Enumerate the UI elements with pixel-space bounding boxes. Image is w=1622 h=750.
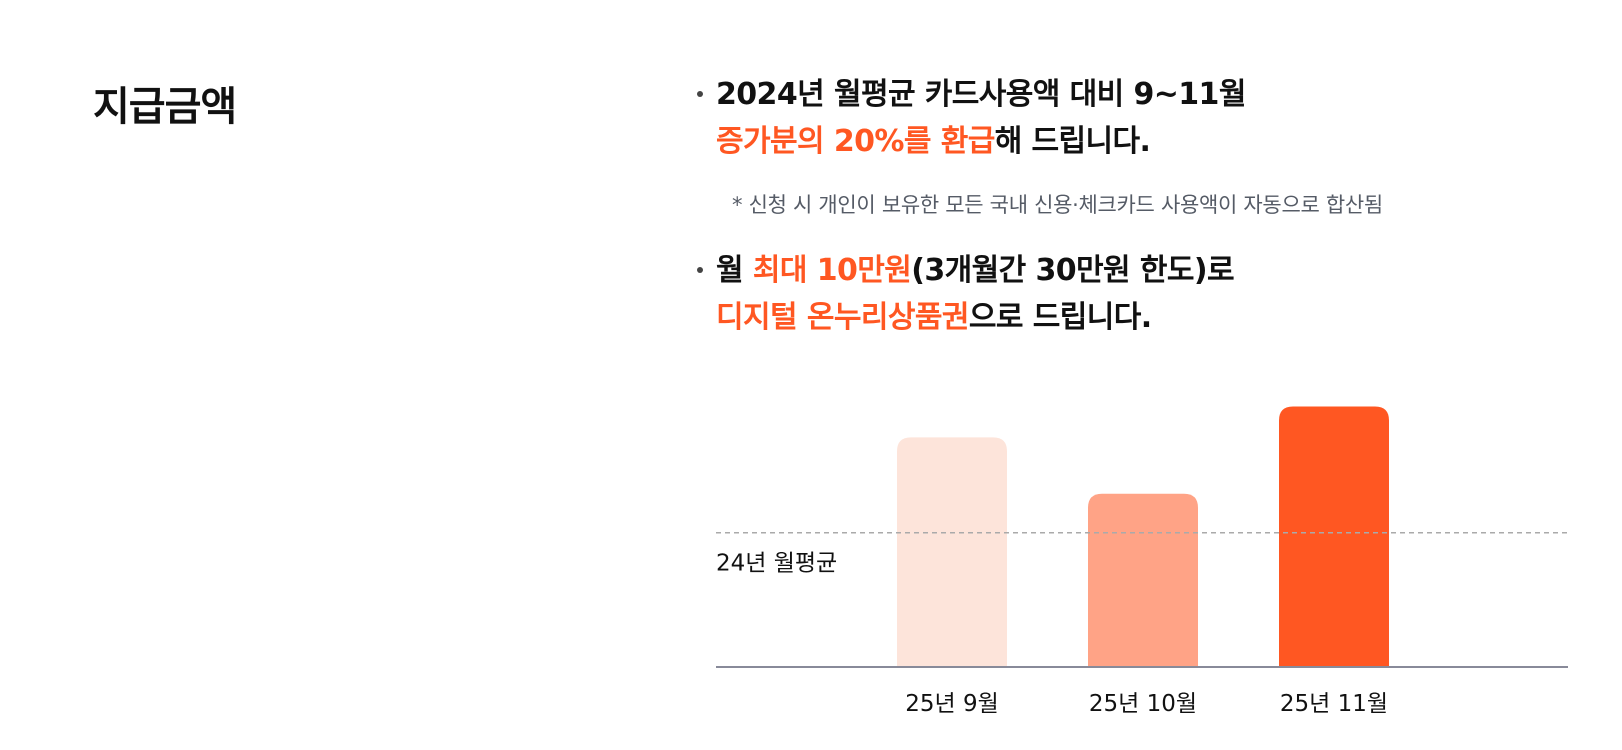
bullet2-accent2: 디지털 온누리상품권	[716, 300, 969, 335]
bullet2-rest2: 으로 드립니다.	[968, 300, 1152, 335]
bars-group	[897, 406, 1389, 667]
bullet2-rest1: (3개월간 30만원 한도)로	[911, 253, 1234, 288]
bullet1-line2: 증가분의 20%를 환급해 드립니다.	[716, 118, 1246, 165]
bullet1-line1: 2024년 월평균 카드사용액 대비 9~11월	[716, 77, 1246, 112]
x-tick-labels: 25년 9월 25년 10월 25년 11월	[905, 691, 1388, 717]
bullet1-accent: 증가분의 20%를 환급	[716, 124, 995, 159]
bullet-refund-rate: 2024년 월평균 카드사용액 대비 9~11월 증가분의 20%를 환급해 드…	[697, 71, 1246, 165]
bullet1-rest: 해 드립니다.	[994, 124, 1151, 159]
bullet2-line2: 디지털 온누리상품권으로 드립니다.	[716, 294, 1234, 341]
bullet2-line1: 월 최대 10만원(3개월간 30만원 한도)로	[716, 247, 1235, 294]
bar-1	[897, 437, 1007, 667]
bar-2	[1088, 493, 1198, 667]
bullet2-accent1: 최대 10만원	[752, 253, 912, 288]
x-tick-label: 25년 11월	[1280, 691, 1388, 717]
footnote: * 신청 시 개인이 보유한 모든 국내 신용·체크카드 사용액이 자동으로 합…	[732, 193, 1383, 217]
x-tick-label: 25년 10월	[1089, 691, 1197, 717]
bullet-max-amount: 월 최대 10만원(3개월간 30만원 한도)로 디지털 온누리상품권으로 드립…	[697, 247, 1235, 341]
reference-line-label: 24년 월평균	[716, 551, 837, 577]
section-title: 지급금액	[93, 84, 237, 130]
bullet-dot	[697, 91, 703, 97]
bullet2-prefix: 월	[716, 253, 753, 288]
bar-3	[1279, 406, 1389, 667]
x-tick-label: 25년 9월	[905, 691, 999, 717]
bullet-dot	[697, 267, 703, 273]
